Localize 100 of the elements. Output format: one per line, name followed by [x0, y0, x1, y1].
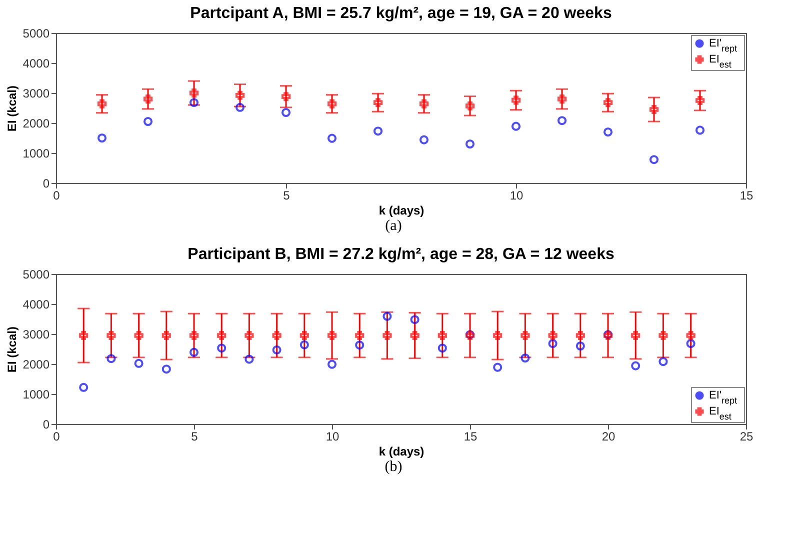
- point: [382, 312, 392, 321]
- point: [134, 358, 144, 368]
- point: [410, 315, 420, 324]
- point: [511, 96, 521, 105]
- point: [143, 116, 153, 126]
- point: [217, 344, 226, 353]
- y-tick-label: 4000: [22, 56, 50, 70]
- x-axis-title: k (days): [378, 204, 424, 218]
- point: [419, 135, 429, 144]
- x-tick-label: 10: [326, 430, 340, 444]
- point: [97, 133, 107, 143]
- point: [97, 99, 107, 108]
- x-tick-label: 5: [283, 188, 290, 202]
- point: [465, 139, 475, 149]
- point: [576, 330, 585, 340]
- point: [410, 330, 420, 340]
- point: [603, 98, 613, 108]
- y-axis-title: EI (kcal): [4, 326, 19, 373]
- point: [355, 340, 364, 350]
- point: [300, 330, 309, 340]
- y-tick-label: 3000: [22, 328, 50, 342]
- point: [557, 94, 567, 104]
- point: [631, 361, 640, 370]
- point: [327, 134, 337, 143]
- point: [189, 348, 199, 357]
- point: [106, 354, 116, 364]
- point: [649, 104, 659, 114]
- point: [134, 330, 144, 340]
- text: (a): [384, 218, 403, 235]
- point: [686, 339, 696, 348]
- point: [355, 330, 364, 340]
- x-tick-label: 0: [53, 188, 60, 202]
- point: [189, 330, 199, 340]
- y-tick-label: 2000: [22, 358, 50, 372]
- point: [106, 330, 116, 340]
- point: [686, 330, 696, 340]
- point: [520, 353, 530, 363]
- point: [382, 330, 392, 340]
- x-tick-label: 10: [510, 188, 524, 202]
- point: [272, 345, 282, 354]
- x-tick-label: 25: [740, 430, 754, 444]
- point: [373, 126, 383, 136]
- y-tick-label: 5000: [22, 26, 50, 40]
- y-tick-label: 3000: [22, 86, 50, 100]
- point: [327, 360, 337, 369]
- point: [300, 340, 309, 350]
- point: [603, 127, 613, 137]
- point: [631, 330, 640, 340]
- text: (b): [384, 459, 404, 476]
- point: [373, 98, 383, 108]
- point: [79, 382, 88, 392]
- point: [658, 330, 668, 340]
- chart-title: Partcipant A, BMI = 25.7 kg/m², age = 19, GA = 20 weeks: [190, 5, 612, 22]
- x-tick-label: 15: [464, 430, 478, 444]
- x-tick-label: 20: [602, 430, 616, 444]
- point: [548, 339, 558, 348]
- y-tick-label: 2000: [22, 116, 50, 130]
- y-tick-label: 0: [42, 176, 50, 190]
- legend-label: EI$_{est}$: [709, 54, 732, 70]
- point: [438, 344, 447, 353]
- x-tick-label: 15: [740, 188, 754, 202]
- y-tick-label: 5000: [22, 268, 50, 282]
- point: [548, 330, 558, 340]
- point: [511, 122, 521, 131]
- point: [649, 155, 659, 164]
- point: [438, 330, 447, 340]
- point: [235, 102, 245, 112]
- point: [695, 96, 705, 106]
- chart-title: Participant B, BMI = 27.2 kg/m², age = 28, GA = 12 weeks: [188, 246, 614, 263]
- y-tick-label: 0: [42, 418, 50, 432]
- point: [143, 94, 153, 104]
- point: [327, 99, 337, 108]
- point: [327, 330, 337, 340]
- point: [576, 341, 585, 351]
- x-tick-label: 5: [191, 430, 198, 444]
- point: [244, 330, 254, 340]
- point: [162, 364, 171, 374]
- y-tick-label: 1000: [22, 146, 50, 160]
- legend-label: EI$_{est}$: [709, 406, 732, 422]
- point: [217, 330, 226, 340]
- point: [493, 330, 502, 340]
- point: [520, 330, 530, 340]
- point: [557, 116, 567, 126]
- point: [272, 330, 282, 340]
- point: [235, 90, 245, 100]
- legend-label: EI'$_{rept}$: [709, 38, 738, 54]
- y-tick-label: 1000: [22, 388, 50, 402]
- x-tick-label: 0: [53, 430, 60, 444]
- y-axis-title: EI (kcal): [4, 85, 19, 132]
- point: [695, 126, 705, 135]
- point: [162, 330, 171, 340]
- point: [493, 362, 502, 372]
- y-tick-label: 4000: [22, 298, 50, 312]
- point: [244, 354, 254, 364]
- x-axis-title: k (days): [378, 444, 424, 458]
- point: [465, 101, 475, 110]
- point: [189, 88, 199, 98]
- point: [658, 357, 668, 366]
- legend-label: EI'$_{rept}$: [709, 390, 738, 406]
- point: [281, 108, 291, 118]
